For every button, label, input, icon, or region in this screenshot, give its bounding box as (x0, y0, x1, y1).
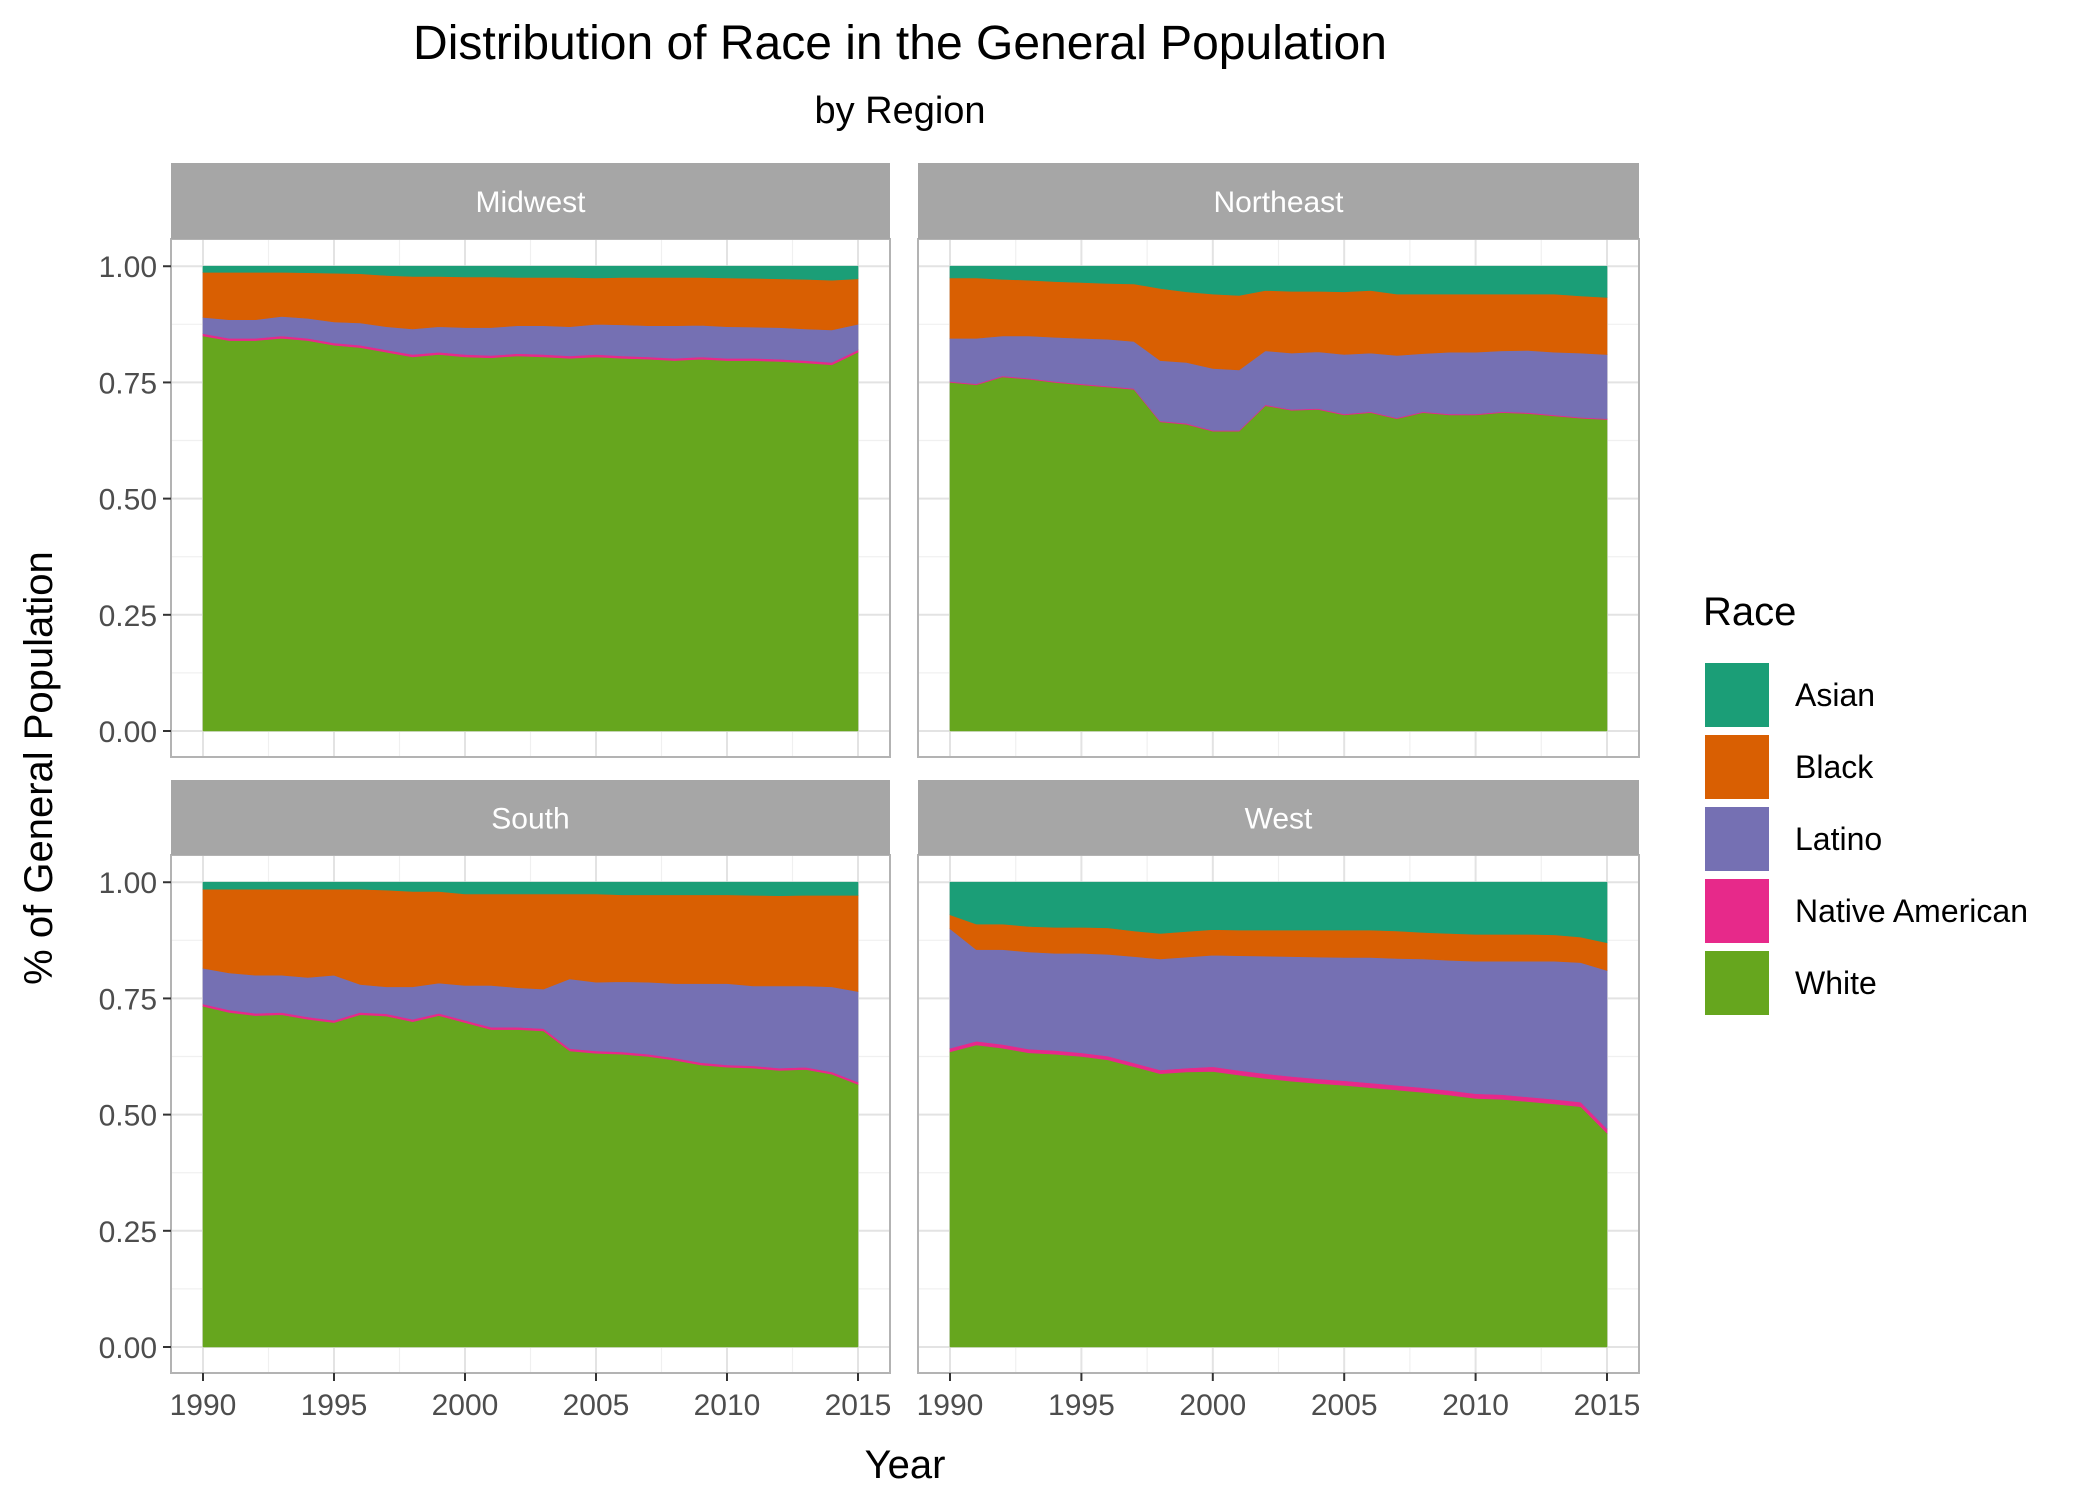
y-tick-label: 0.00 (99, 716, 157, 749)
x-tick-label: 2000 (1179, 1389, 1246, 1422)
y-tick-label: 0.75 (99, 367, 157, 400)
x-tick-label: 2015 (1574, 1389, 1641, 1422)
legend-label: Black (1795, 748, 1874, 785)
strip-label-midwest: Midwest (475, 186, 586, 219)
x-tick-label: 1995 (1048, 1389, 1115, 1422)
y-tick-label: 0.25 (99, 1216, 157, 1249)
legend-label: Native American (1795, 892, 2028, 929)
panel-midwest: Midwest 0.00 0.25 0.50 0.75 1.00 (99, 163, 891, 758)
strip-label-south: South (491, 803, 569, 836)
legend-item-latino: Latino (1703, 803, 1882, 875)
x-tick-label: 1990 (170, 1389, 237, 1422)
chart-title: Distribution of Race in the General Popu… (413, 17, 1387, 70)
legend-label: White (1795, 964, 1877, 1001)
x-tick-label: 1995 (301, 1389, 368, 1422)
area-white (202, 335, 859, 732)
x-tick-label: 2010 (1442, 1389, 1509, 1422)
legend-key (1703, 661, 1771, 729)
area-asian (202, 265, 859, 281)
legend-label: Asian (1795, 676, 1876, 713)
strip-label-west: West (1245, 803, 1313, 836)
panel-south: South 0.00 0.25 0.50 0.75 1.00 1990 1995 2000 200… (99, 780, 892, 1422)
legend-key (1703, 949, 1771, 1017)
strip-northeast (918, 163, 1639, 239)
x-tick-label: 2015 (825, 1389, 892, 1422)
x-axis-title: Year (865, 1443, 946, 1487)
strip-west (918, 780, 1639, 855)
legend-item-black: Black (1703, 731, 1873, 803)
strip-label-northeast: Northeast (1213, 186, 1344, 219)
strip-south (171, 780, 890, 855)
legend-key (1703, 877, 1771, 945)
area-black (202, 888, 859, 992)
chart-subtitle: by Region (814, 90, 986, 132)
legend-item-native-american: Native American (1703, 875, 2028, 947)
y-tick-label: 0.00 (99, 1332, 157, 1365)
legend-key (1703, 805, 1771, 873)
panel-northeast: Northeast (917, 163, 1640, 758)
y-tick-label: 0.25 (99, 600, 157, 633)
legend-item-asian: Asian (1703, 659, 1875, 731)
panel-west: West 1990 1995 2000 2005 2010 2015 (917, 780, 1641, 1422)
area-asian (949, 881, 1608, 944)
legend-label: Latino (1795, 820, 1883, 857)
x-tick-label: 2010 (694, 1389, 761, 1422)
y-axis-title: % of General Population (17, 551, 61, 985)
x-tick-label: 1990 (917, 1389, 984, 1422)
strip-midwest (171, 163, 890, 239)
area-white (949, 376, 1608, 732)
y-tick-label: 0.50 (99, 484, 157, 517)
x-tick-label: 2005 (1311, 1389, 1378, 1422)
legend-item-white: White (1703, 947, 1877, 1019)
y-tick-label: 0.50 (99, 1100, 157, 1133)
legend-title: Race (1703, 590, 1797, 634)
x-tick-label: 2005 (563, 1389, 630, 1422)
area-asian (949, 265, 1608, 298)
area-asian (202, 881, 859, 897)
y-tick-label: 1.00 (99, 251, 157, 284)
legend-key (1703, 733, 1771, 801)
x-tick-label: 2000 (432, 1389, 499, 1422)
y-tick-label: 1.00 (99, 867, 157, 900)
y-tick-label: 0.75 (99, 983, 157, 1016)
